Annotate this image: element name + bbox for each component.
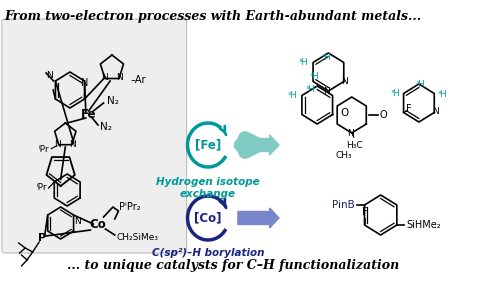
- Text: PⁱPr₂: PⁱPr₂: [120, 202, 141, 212]
- Text: N: N: [102, 73, 108, 82]
- Text: –Ar: –Ar: [130, 74, 146, 85]
- Text: N: N: [342, 77, 348, 86]
- Text: CH₂SiMe₃: CH₂SiMe₃: [116, 232, 158, 241]
- Text: ³H: ³H: [306, 85, 316, 94]
- Text: ³H: ³H: [438, 90, 448, 99]
- Text: [Co]: [Co]: [194, 212, 222, 224]
- Text: Fe: Fe: [81, 109, 96, 122]
- Text: ³H: ³H: [288, 91, 297, 100]
- Text: O: O: [340, 107, 348, 118]
- Text: ⁱPr: ⁱPr: [39, 145, 50, 154]
- Text: From two-electron processes with Earth-abundant metals...: From two-electron processes with Earth-a…: [4, 10, 422, 23]
- Text: H₃C: H₃C: [346, 141, 363, 150]
- Text: SiHMe₂: SiHMe₂: [406, 220, 441, 230]
- FancyArrow shape: [238, 208, 279, 228]
- Text: N: N: [432, 107, 438, 116]
- Text: C(sp²)–H borylation: C(sp²)–H borylation: [152, 248, 264, 258]
- Text: ³H: ³H: [298, 58, 308, 67]
- Text: N: N: [54, 140, 61, 149]
- Text: ... to unique catalysts for C–H functionalization: ... to unique catalysts for C–H function…: [67, 259, 400, 272]
- Text: [Fe]: [Fe]: [195, 138, 221, 151]
- Text: PinB: PinB: [332, 200, 355, 210]
- Text: ³H: ³H: [322, 54, 332, 63]
- Text: N: N: [116, 73, 122, 82]
- Text: N: N: [74, 217, 81, 226]
- Text: N: N: [81, 78, 88, 88]
- Text: Co: Co: [90, 219, 106, 232]
- Text: F: F: [406, 105, 412, 114]
- FancyArrow shape: [238, 135, 279, 155]
- Text: N: N: [323, 87, 330, 96]
- Text: O: O: [380, 110, 388, 120]
- Text: N: N: [348, 129, 354, 138]
- Text: P: P: [38, 233, 46, 243]
- Text: N: N: [46, 72, 53, 80]
- Text: N: N: [70, 140, 76, 149]
- Text: ⁱPr: ⁱPr: [36, 184, 46, 193]
- FancyBboxPatch shape: [2, 19, 186, 253]
- Text: N₂: N₂: [108, 96, 119, 106]
- Text: ³H: ³H: [310, 72, 320, 81]
- Text: F: F: [362, 207, 368, 217]
- Text: Hydrogen isotope
exchange: Hydrogen isotope exchange: [156, 177, 260, 199]
- Text: N₂: N₂: [100, 122, 112, 132]
- Text: ³H: ³H: [416, 80, 426, 89]
- Text: CH₃: CH₃: [336, 151, 352, 160]
- Text: ³H: ³H: [390, 89, 400, 98]
